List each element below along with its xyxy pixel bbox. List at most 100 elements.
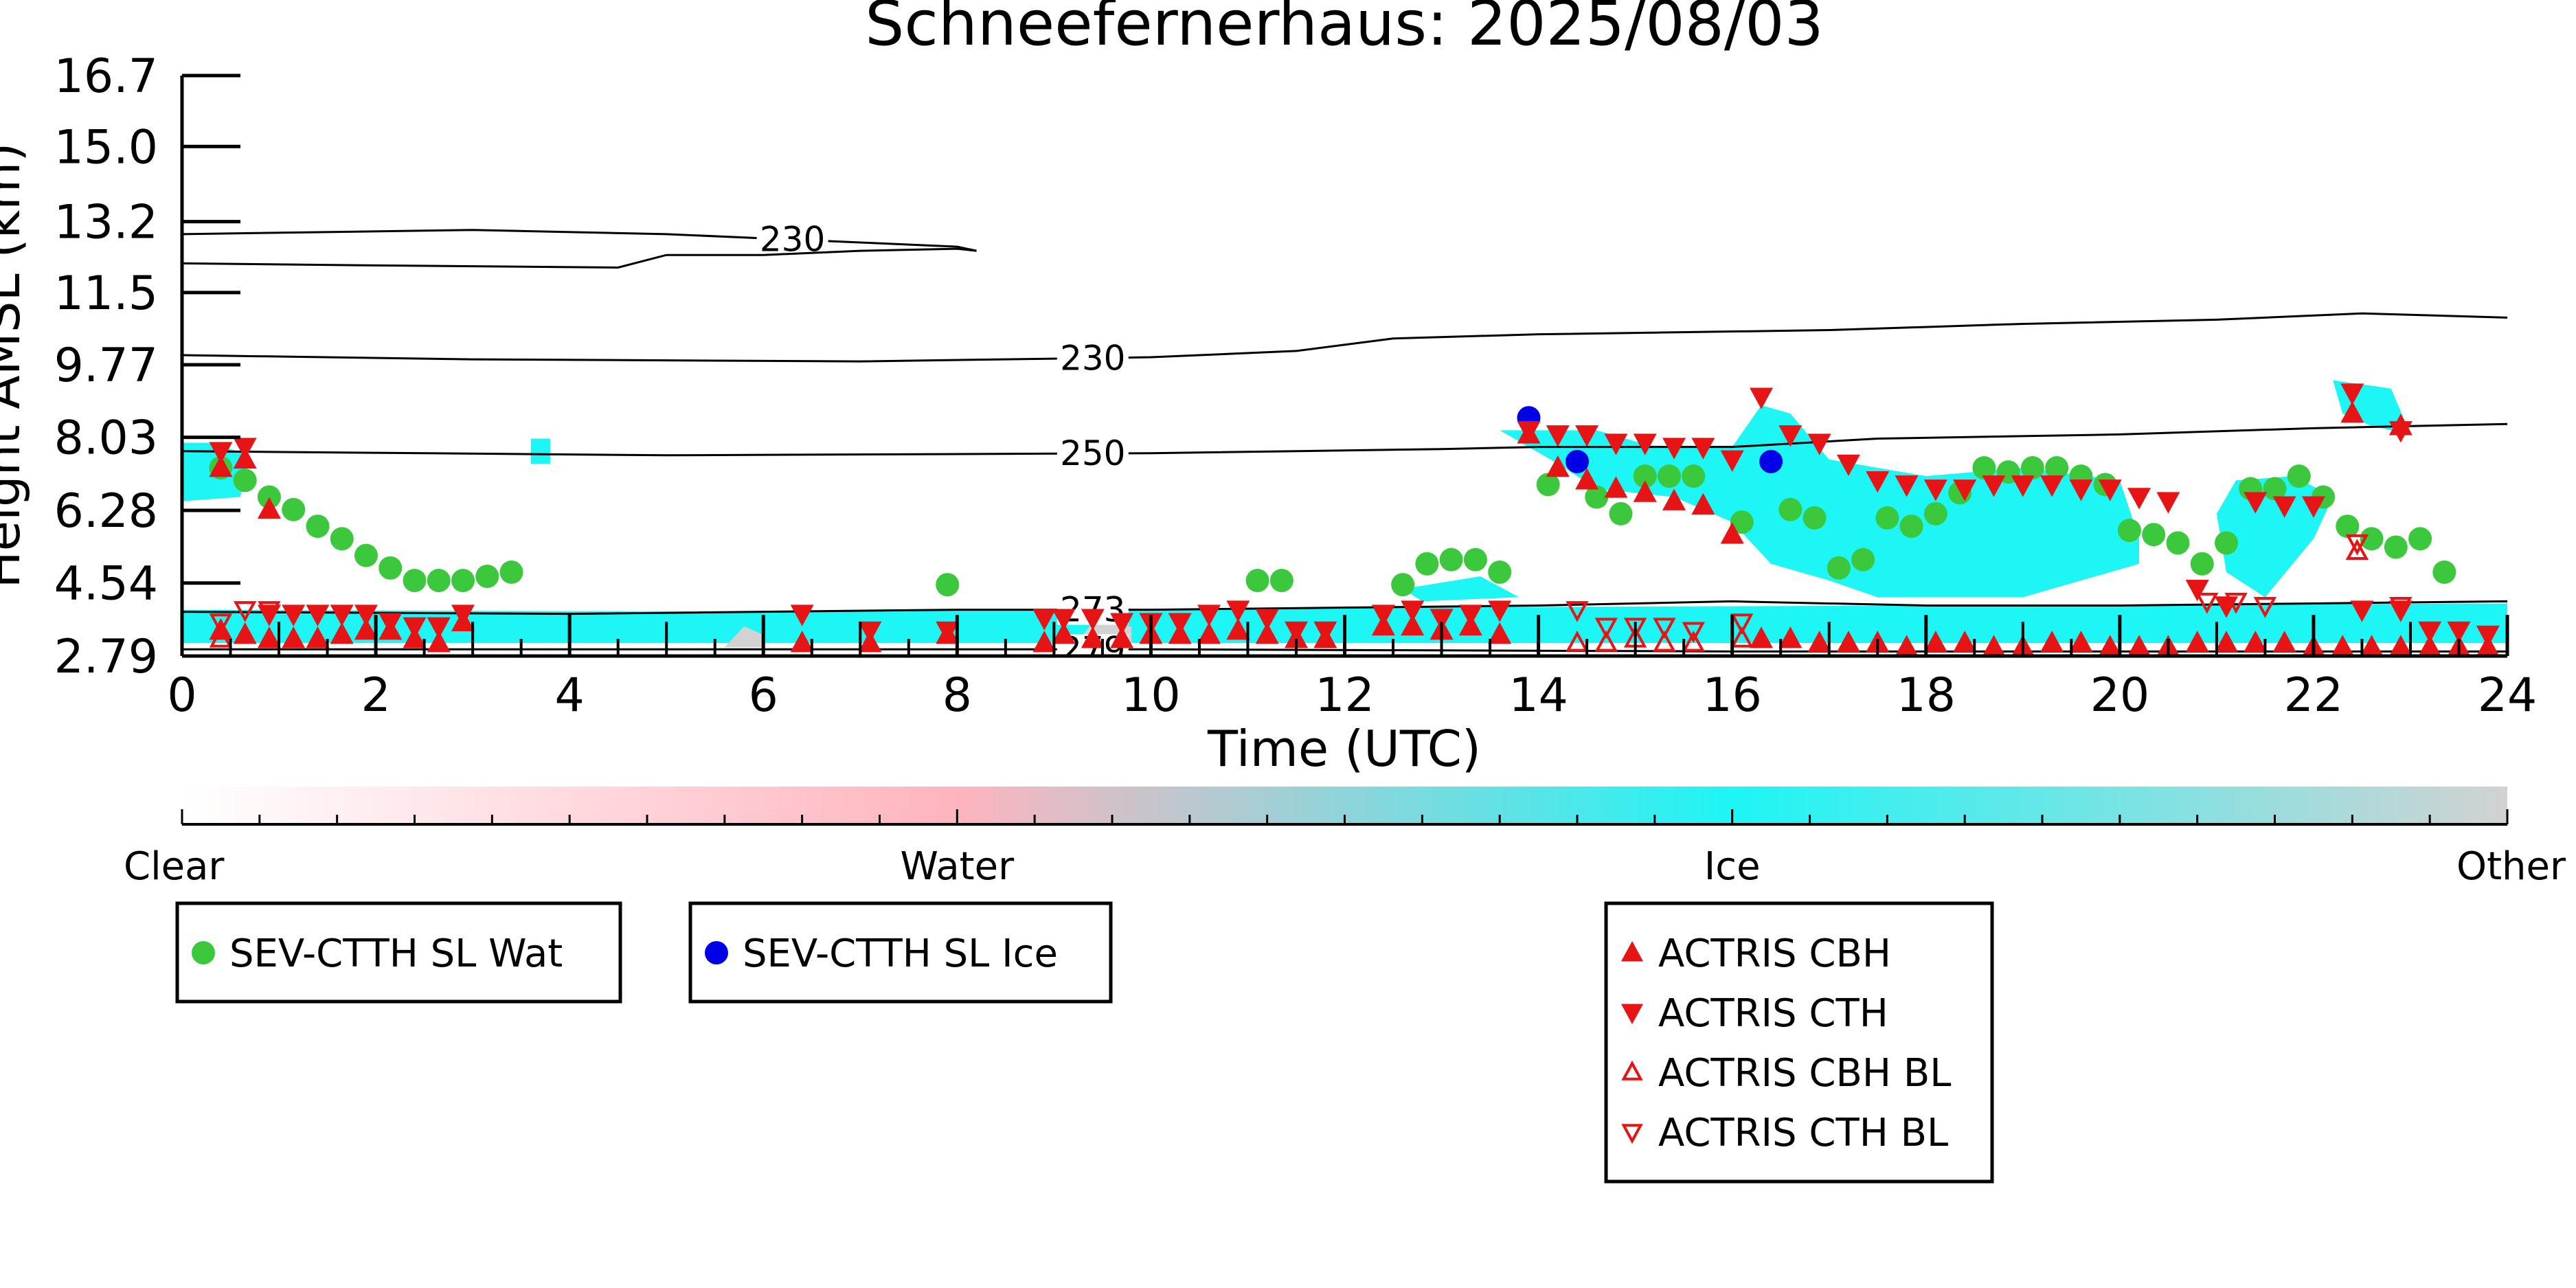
point-sev-ctth-sl-wat	[1415, 552, 1439, 576]
point-actris-cbh	[1546, 455, 1570, 477]
legends: SEV-CTTH SL Wat SEV-CTTH SL Ice ACTRIS CBH…	[175, 901, 1994, 1184]
point-actris-cbh	[1633, 480, 1657, 502]
point-sev-ctth-sl-wat	[1972, 456, 1996, 480]
point-actris-cth	[1371, 605, 1395, 626]
point-actris-cbh	[2185, 631, 2209, 653]
point-actris-cth-bl	[2224, 592, 2248, 614]
point-sev-ctth-sl-wat	[2336, 515, 2360, 539]
point-sev-ctth-sl-wat	[1682, 464, 1706, 488]
point-sev-ctth-sl-wat	[475, 564, 499, 588]
point-actris-cth	[1866, 471, 1890, 493]
contour-line	[182, 422, 2507, 457]
x-tick-label: 4	[555, 668, 585, 723]
point-sev-ctth-sl-wat	[2408, 527, 2432, 551]
point-sev-ctth-sl-wat	[1536, 473, 1560, 497]
point-actris-cbh	[1110, 626, 1134, 648]
point-actris-cbh	[2040, 631, 2064, 653]
point-actris-cth	[1749, 387, 1773, 409]
y-tick-label: 8.03	[54, 411, 158, 466]
y-tick-label: 15.0	[54, 120, 158, 174]
point-actris-cth	[1430, 609, 1454, 631]
point-sev-ctth-sl-wat	[1657, 464, 1681, 488]
region-other	[724, 626, 764, 648]
contour-label-bg	[756, 224, 828, 255]
point-actris-cth-bl	[2345, 534, 2369, 556]
point-actris-cbh	[2214, 631, 2238, 653]
y-tick-label: 11.5	[54, 267, 158, 321]
x-tick-label: 16	[1702, 668, 1762, 723]
point-actris-cth-bl	[234, 601, 257, 622]
point-actris-cbh	[233, 622, 257, 644]
point-actris-cth	[2069, 479, 2093, 501]
x-tick-label: 2	[361, 668, 390, 723]
point-actris-cth	[2301, 496, 2325, 518]
y-tick-label: 9.77	[54, 339, 158, 393]
point-actris-cth	[2340, 383, 2364, 405]
point-actris-cth	[1081, 609, 1105, 631]
contour-line	[182, 600, 2507, 615]
contour-line	[182, 247, 977, 269]
contour-line	[182, 229, 977, 252]
data-markers	[209, 383, 2500, 657]
point-actris-cth	[1052, 609, 1076, 631]
point-actris-cth-bl	[1682, 622, 1705, 644]
legend-marker	[192, 941, 215, 964]
legend-label: ACTRIS CTH BL	[1658, 1111, 1948, 1155]
point-sev-ctth-sl-wat	[2214, 531, 2238, 555]
point-actris-cth	[1662, 438, 1686, 460]
x-tick-label: 6	[749, 668, 778, 723]
point-actris-cth	[1546, 425, 1570, 447]
point-actris-cth	[1923, 479, 1947, 501]
point-actris-cth	[2185, 579, 2209, 602]
point-actris-cth	[790, 605, 814, 626]
point-actris-cth	[1488, 600, 1512, 622]
point-actris-cbh	[1226, 618, 1250, 640]
legend-label: ACTRIS CBH BL	[1658, 1051, 1951, 1096]
point-actris-cth	[451, 605, 475, 626]
point-actris-cbh	[282, 626, 306, 648]
point-actris-cth	[306, 605, 330, 626]
point-sev-ctth-sl-wat	[403, 569, 427, 593]
y-tick-label: 6.28	[54, 484, 158, 539]
point-actris-cbh	[1836, 631, 1860, 653]
point-actris-cth	[1255, 609, 1279, 631]
point-actris-cbh	[1081, 626, 1105, 648]
contour-label-bg	[1057, 343, 1129, 374]
point-actris-cth	[1633, 433, 1657, 455]
point-actris-cth	[1284, 621, 1308, 643]
legend-box	[1604, 901, 1994, 1184]
point-actris-cbh	[257, 626, 281, 648]
point-sev-ctth-sl-wat	[2360, 527, 2384, 551]
point-actris-cth	[2040, 475, 2064, 497]
point-actris-cbh-bl	[1682, 630, 1705, 652]
region-ice	[1500, 405, 2140, 598]
point-actris-cth-bl	[1594, 618, 1618, 640]
point-actris-cth	[2098, 479, 2122, 501]
point-sev-ctth-sl-wat	[2142, 523, 2166, 547]
point-sev-ctth-sl-wat	[2384, 535, 2408, 559]
legend-marker	[1621, 1060, 1643, 1081]
point-sev-ctth-sl-wat	[936, 573, 960, 597]
contour-label: 250	[1060, 433, 1125, 473]
point-sev-ctth-sl-wat	[1923, 501, 1947, 526]
point-actris-cbh	[1807, 631, 1831, 653]
x-tick-label: 20	[2090, 668, 2150, 723]
legend-marker	[1621, 1124, 1643, 1144]
point-actris-cth-bl	[1623, 618, 1647, 640]
x-tick-label: 24	[2478, 668, 2538, 723]
point-sev-ctth-sl-wat	[1585, 485, 1609, 509]
point-actris-cbh	[209, 455, 233, 477]
contour-line	[182, 312, 2507, 363]
point-sev-ctth-sl-wat	[2287, 464, 2311, 488]
point-actris-cth	[1953, 479, 1977, 501]
point-sev-ctth-sl-wat	[1827, 556, 1851, 580]
point-actris-cth	[379, 613, 403, 635]
point-sev-ctth-sl-wat	[2263, 477, 2287, 501]
colorbar-label-ice: Ice	[1704, 844, 1761, 889]
point-sev-ctth-sl-wat	[2117, 519, 2141, 543]
point-actris-cth-bl	[2389, 596, 2413, 618]
point-actris-cbh	[1604, 476, 1628, 498]
contour-label: 230	[1060, 338, 1125, 378]
x-axis-label: Time (UTC)	[1207, 720, 1481, 778]
